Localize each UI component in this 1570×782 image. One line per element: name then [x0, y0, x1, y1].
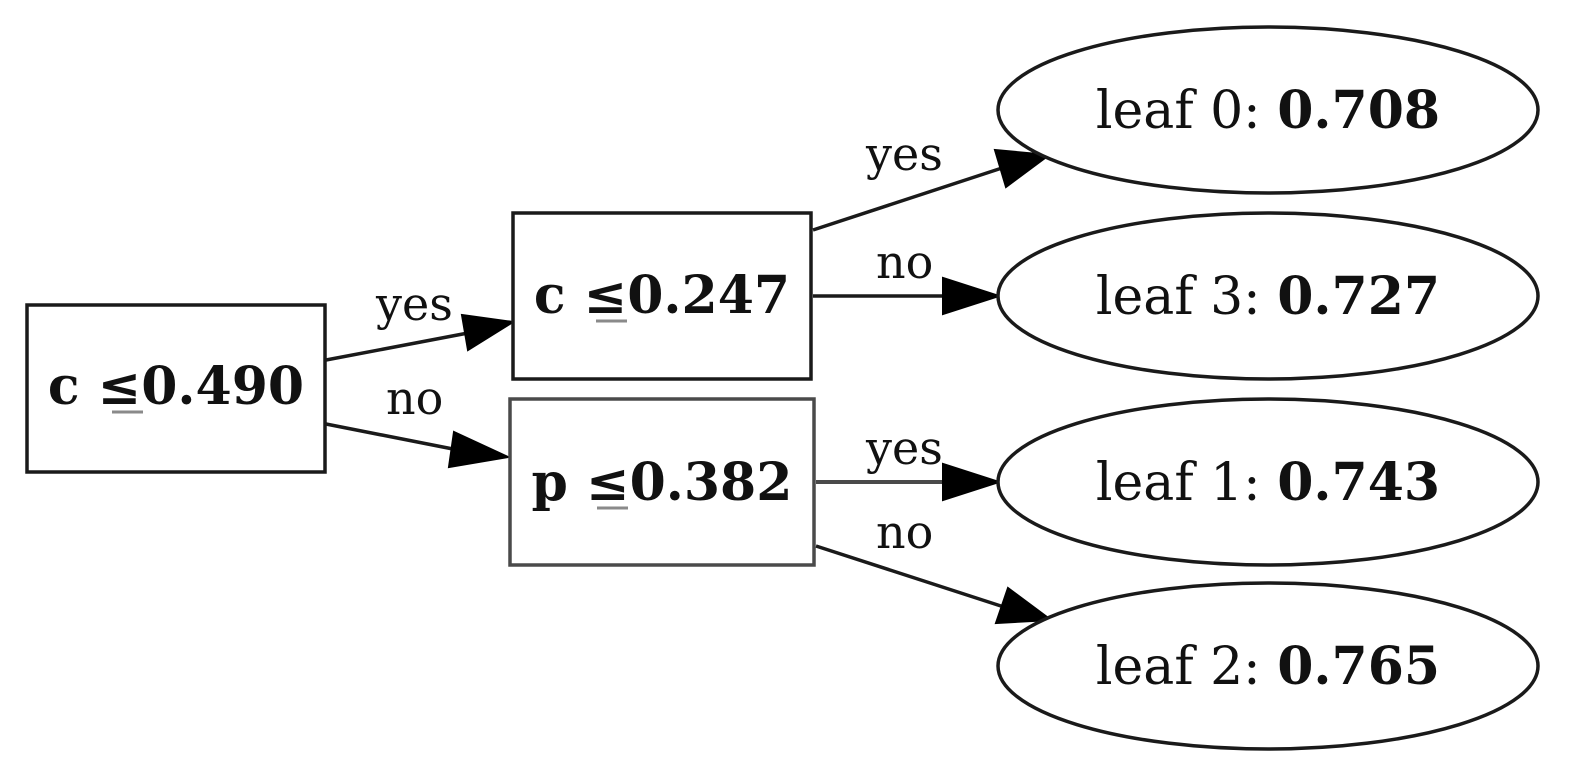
- split-node-right: p ≤0.382: [508, 397, 816, 567]
- edge-label: yes: [865, 421, 943, 475]
- split-node-box: [25, 303, 327, 474]
- edge-left-leaf3: no: [813, 235, 1003, 316]
- leaf-label: leaf 3:: [1096, 267, 1277, 327]
- split-node-label: c ≤0.247: [534, 265, 790, 326]
- edge-root-right: no: [325, 371, 512, 469]
- split-feature: c: [534, 265, 566, 326]
- split-operator: ≤: [584, 265, 628, 326]
- leaf-value: 0.708: [1277, 80, 1440, 141]
- leaf-node-ellipse: [996, 211, 1540, 381]
- arrow-head-icon: [942, 276, 1003, 316]
- edge-label: no: [876, 235, 933, 289]
- edge-root-left: yes: [325, 277, 516, 362]
- edge-right-leaf1: yes: [816, 421, 1003, 502]
- arrow-head-icon: [994, 586, 1054, 625]
- leaf-label: leaf 2:: [1096, 637, 1277, 697]
- leaf-node-1: leaf 1: 0.743: [996, 397, 1540, 567]
- leaf-value: 0.743: [1277, 452, 1440, 513]
- split-node-label: p ≤0.382: [532, 452, 793, 513]
- arrow-head-icon: [993, 148, 1052, 189]
- leaf-node-2: leaf 2: 0.765: [996, 581, 1540, 751]
- leaf-node-0: leaf 0: 0.708: [996, 25, 1540, 195]
- split-node-left: c ≤0.247: [511, 211, 813, 381]
- edge-line: [325, 331, 469, 362]
- edge-label: yes: [865, 127, 943, 181]
- split-threshold: 0.382: [630, 452, 793, 513]
- leaf-node-label: leaf 0: 0.708: [1096, 80, 1440, 141]
- edge-line: [325, 422, 459, 452]
- leaf-value: 0.765: [1277, 636, 1440, 697]
- arrow-head-icon: [447, 430, 512, 469]
- leaf-node-label: leaf 3: 0.727: [1096, 266, 1440, 327]
- edge-left-leaf0: yes: [812, 127, 1052, 232]
- leaf-label: leaf 0:: [1096, 81, 1277, 141]
- edge-label: yes: [375, 277, 453, 331]
- leaf-node-label: leaf 2: 0.765: [1096, 636, 1440, 697]
- arrow-head-icon: [942, 462, 1003, 502]
- split-operator: ≤: [98, 356, 142, 417]
- leaf-node-ellipse: [996, 397, 1540, 567]
- split-threshold: 0.490: [141, 356, 304, 417]
- edges: yes no yes no yes no: [325, 127, 1054, 625]
- edge-line: [812, 166, 1003, 232]
- arrow-head-icon: [460, 313, 516, 352]
- split-node-box: [511, 211, 813, 381]
- leaf-node-ellipse: [996, 25, 1540, 195]
- split-node-box: [508, 397, 816, 567]
- edge-label: no: [876, 505, 933, 559]
- edge-label: no: [386, 371, 443, 425]
- leaf-label: leaf 1:: [1096, 453, 1277, 513]
- leaf-node-3: leaf 3: 0.727: [996, 211, 1540, 381]
- leaf-node-label: leaf 1: 0.743: [1096, 452, 1440, 513]
- split-feature: p: [532, 452, 568, 513]
- leaf-node-ellipse: [996, 581, 1540, 751]
- split-operator: ≤: [586, 452, 630, 513]
- split-threshold: 0.247: [627, 265, 790, 326]
- edge-right-leaf2: no: [815, 505, 1054, 625]
- split-node-root: c ≤0.490: [25, 303, 327, 474]
- split-feature: c: [48, 356, 80, 417]
- split-node-label: c ≤0.490: [48, 356, 304, 417]
- leaf-value: 0.727: [1277, 266, 1440, 327]
- edge-line: [815, 544, 1005, 609]
